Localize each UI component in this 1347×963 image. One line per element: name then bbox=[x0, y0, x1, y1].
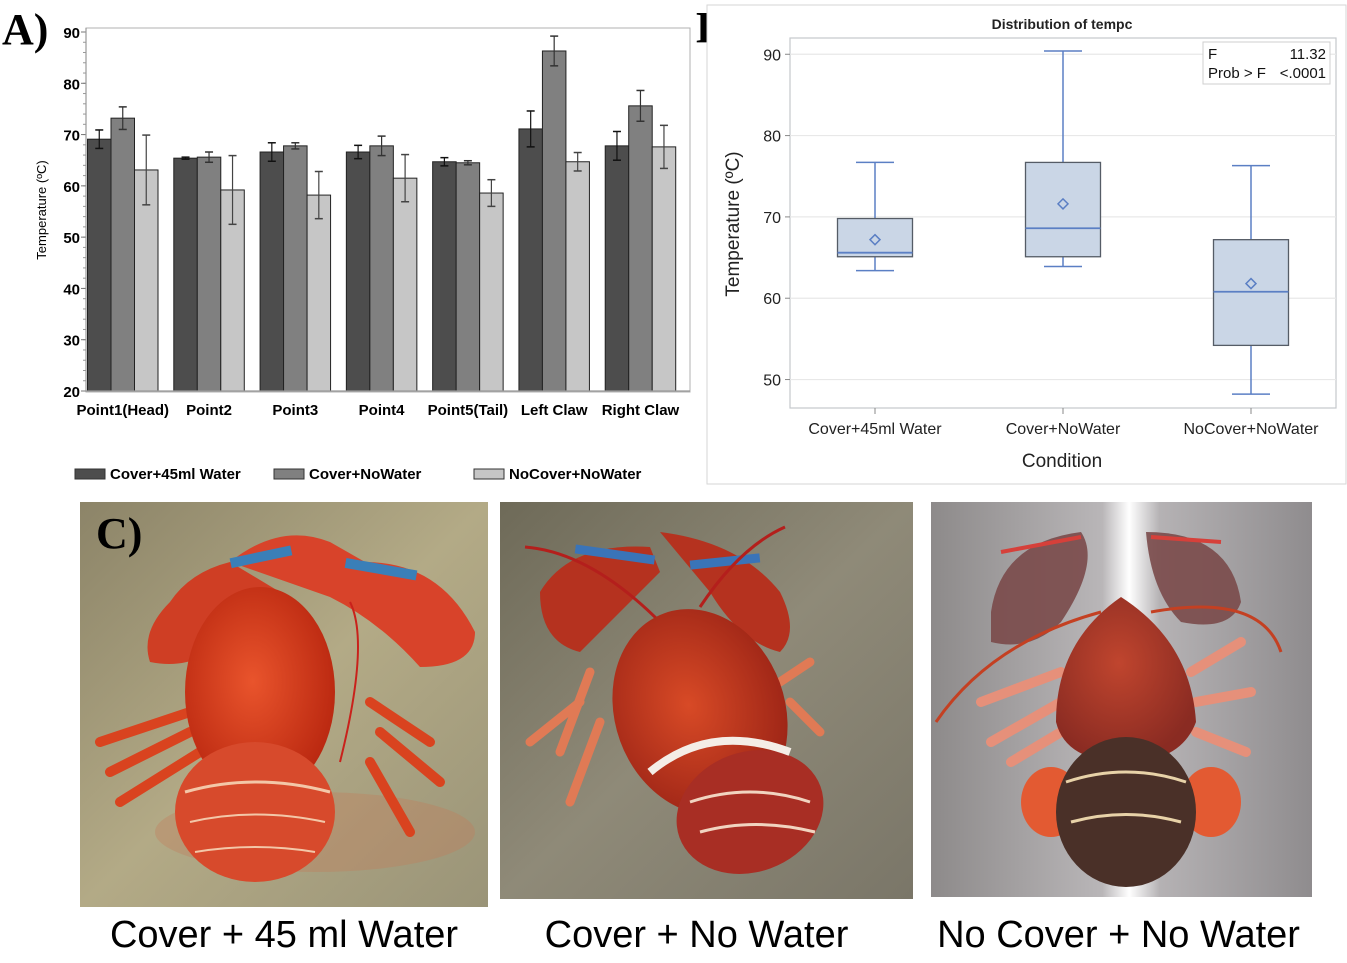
y-tick-label-a: 50 bbox=[63, 230, 80, 247]
bar-nocover-nowater bbox=[651, 146, 677, 392]
panel-label-c: C) bbox=[96, 509, 143, 558]
x-tick-label-b: Cover+NoWater bbox=[1006, 421, 1121, 438]
x-tick-label-a: Left Claw bbox=[521, 402, 588, 419]
lobster-photo-illustration bbox=[500, 502, 913, 899]
legend-swatch bbox=[273, 468, 305, 480]
y-tick-label-a: 30 bbox=[63, 333, 80, 350]
y-tick-label-b: 60 bbox=[763, 291, 781, 308]
photo-cover-45ml-water: C) bbox=[80, 502, 488, 907]
lobster-photo-illustration bbox=[931, 502, 1312, 897]
bar-nocover-nowater bbox=[479, 192, 504, 392]
x-tick-label-a: Point3 bbox=[272, 402, 318, 419]
x-tick-label-a: Point5(Tail) bbox=[428, 402, 509, 419]
photo-nocover-no-water bbox=[931, 502, 1312, 897]
plot-area-b bbox=[789, 37, 1337, 409]
x-tick-label-a: Point4 bbox=[359, 402, 405, 419]
mean-diamond-marker bbox=[1244, 277, 1258, 290]
y-tick-label-a: 20 bbox=[63, 384, 80, 401]
lobster-photo-illustration bbox=[80, 502, 488, 907]
photo-caption-3: No Cover + No Water bbox=[937, 914, 1300, 956]
legend-swatch bbox=[473, 468, 505, 480]
x-tick-label-a: Point1(Head) bbox=[76, 402, 169, 419]
panel-label-b: B) bbox=[696, 3, 740, 52]
bar-cover-nowater bbox=[196, 156, 222, 392]
bar-nocover-nowater bbox=[565, 161, 590, 392]
y-tick-label-b: 90 bbox=[763, 47, 781, 64]
legend-swatch bbox=[74, 468, 106, 480]
bar-nocover-nowater bbox=[306, 194, 332, 392]
chart-frame-b bbox=[706, 4, 1347, 485]
y-tick-label-a: 40 bbox=[63, 281, 80, 298]
bar-cover-45ml-water bbox=[259, 151, 285, 392]
stats-inset-box: F 11.32 Prob > F <.0001 bbox=[1202, 41, 1331, 85]
y-axis-label-b: Temperature (ºC) bbox=[723, 151, 744, 296]
x-axis-label-b: Condition bbox=[1022, 451, 1102, 472]
y-tick-label-b: 50 bbox=[763, 373, 781, 390]
x-tick-label-b: Cover+45ml Water bbox=[808, 421, 942, 438]
bar-nocover-nowater bbox=[392, 177, 418, 392]
stats-prob-label: Prob > F bbox=[1208, 65, 1266, 82]
y-tick-label-a: 80 bbox=[63, 76, 80, 93]
photo-cover-no-water bbox=[500, 502, 913, 899]
y-tick-label-a: 70 bbox=[63, 128, 80, 145]
bar-cover-nowater bbox=[541, 50, 567, 392]
photo-caption-2: Cover + No Water bbox=[544, 914, 849, 956]
bar-cover-45ml-water bbox=[345, 151, 371, 392]
mean-diamond-marker bbox=[1056, 197, 1070, 210]
bar-cover-45ml-water bbox=[518, 128, 543, 392]
legend-label: Cover+45ml Water bbox=[110, 466, 241, 483]
y-axis-label-a: Temperature (ºC) bbox=[34, 160, 49, 259]
x-tick-label-a: Point2 bbox=[186, 402, 232, 419]
bar-cover-45ml-water bbox=[173, 157, 198, 392]
y-tick-label-a: 60 bbox=[63, 179, 80, 196]
legend-label: NoCover+NoWater bbox=[509, 466, 642, 483]
y-tick-label-b: 70 bbox=[763, 210, 781, 227]
stats-f-value: 11.32 bbox=[1290, 46, 1326, 63]
bar-cover-45ml-water bbox=[604, 145, 630, 392]
y-tick-label-a: 90 bbox=[63, 25, 80, 42]
bar-chart-temperature-by-point: 20 30 40 50 60 70 80 90 Point1(Head) Point2 Point… bbox=[34, 25, 691, 483]
bar-cover-nowater bbox=[628, 105, 653, 392]
bar-cover-nowater bbox=[455, 162, 481, 392]
stats-f-label: F bbox=[1208, 46, 1217, 63]
bar-cover-nowater bbox=[283, 145, 308, 392]
chart-title-b: Distribution of tempc bbox=[992, 16, 1133, 32]
bar-cover-45ml-water bbox=[432, 161, 457, 392]
stats-prob-value: <.0001 bbox=[1280, 65, 1326, 82]
x-tick-label-b: NoCover+NoWater bbox=[1183, 421, 1319, 438]
box-iqr bbox=[1212, 239, 1290, 347]
bar-cover-nowater bbox=[369, 145, 394, 392]
box-iqr bbox=[1024, 161, 1102, 258]
legend-label: Cover+NoWater bbox=[309, 466, 422, 483]
y-tick-label-b: 80 bbox=[763, 129, 781, 146]
bar-cover-nowater bbox=[110, 117, 135, 392]
photo-caption-1: Cover + 45 ml Water bbox=[109, 914, 459, 956]
panel-label-a: A) bbox=[2, 5, 49, 54]
bar-cover-45ml-water bbox=[87, 138, 112, 392]
box-iqr bbox=[836, 217, 914, 258]
x-tick-label-a: Right Claw bbox=[602, 402, 680, 419]
mean-diamond-marker bbox=[868, 233, 882, 246]
